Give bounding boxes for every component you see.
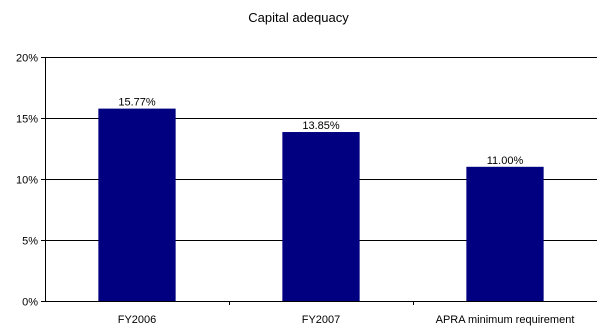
y-tick-label: 20% [16,53,38,65]
data-label: 11.00% [487,155,524,167]
data-label: 13.85% [302,120,340,132]
category-label: FY2007 [302,314,341,326]
bar-apra-minimum-requirement [466,167,543,301]
category-label: APRA minimum requirement [436,314,575,326]
bar-fy2006 [98,109,175,301]
y-tick-label: 10% [16,175,38,187]
bar-fy2007 [282,132,359,301]
y-tick-label: 5% [22,236,38,248]
y-tick-label: 0% [22,297,38,309]
data-label: 15.77% [118,97,156,109]
y-tick-label: 15% [16,114,38,126]
category-label: FY2006 [118,314,157,326]
bars [98,109,543,301]
